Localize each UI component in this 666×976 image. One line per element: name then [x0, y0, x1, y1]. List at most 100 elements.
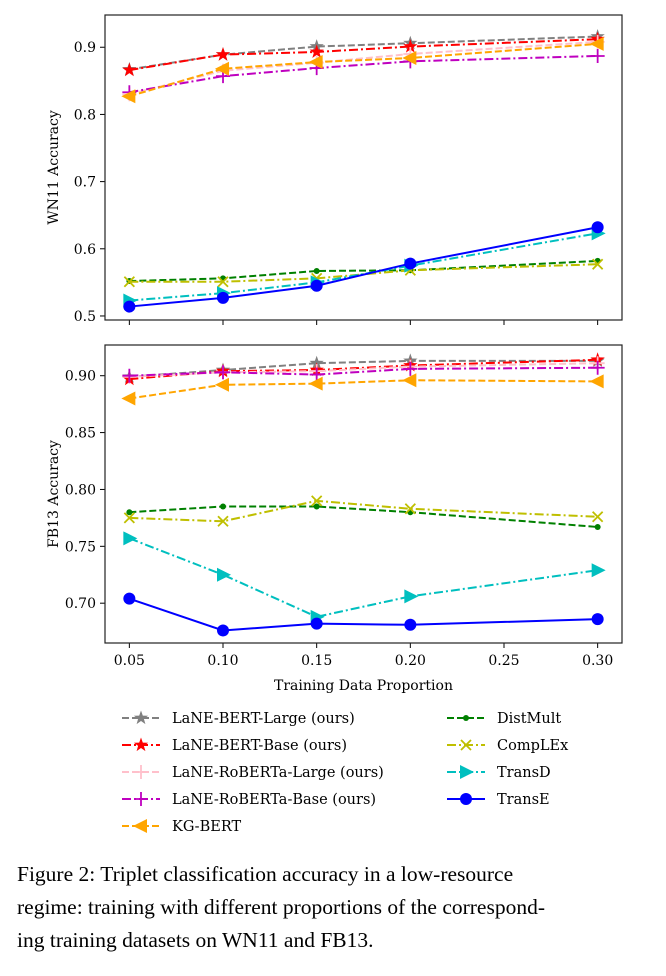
- data-point: [310, 617, 323, 630]
- data-point: [310, 279, 323, 292]
- caption-line: regime: training with different proporti…: [17, 895, 545, 919]
- data-point: [592, 258, 604, 270]
- data-point: [308, 55, 323, 70]
- data-point: [123, 592, 136, 605]
- data-point: [594, 523, 601, 530]
- x-tick-label: 0.05: [114, 653, 145, 669]
- data-point: [123, 276, 135, 288]
- series-line: [129, 359, 598, 378]
- data-point: [220, 503, 227, 510]
- legend-entry: TransD: [447, 765, 551, 781]
- series-line: [129, 499, 598, 523]
- data-point: [215, 47, 231, 61]
- data-point: [215, 61, 230, 76]
- plot-frame: [104, 344, 623, 644]
- data-point: [216, 365, 231, 380]
- series-lane-roberta-base-ours-: [122, 48, 605, 100]
- x-axis-label: Training Data Proportion: [274, 678, 453, 694]
- y-tick-label: 0.90: [65, 369, 96, 385]
- caption-line: ing training datasets on WN11 and FB13.: [17, 928, 374, 952]
- legend: LaNE-BERT-Large (ours) LaNE-BERT-Base (ou…: [122, 710, 568, 835]
- legend-marker-icon: [133, 819, 147, 833]
- data-point: [403, 39, 418, 53]
- series-line: [129, 597, 598, 632]
- data-point: [308, 376, 323, 391]
- y-tick-label: 0.85: [65, 426, 96, 442]
- legend-marker-icon: [460, 793, 472, 805]
- legend-label: DistMult: [497, 711, 561, 727]
- y-tick-label: 0.70: [65, 596, 96, 612]
- data-point: [215, 377, 230, 392]
- legend-label: LaNE-RoBERTa-Base (ours): [172, 792, 376, 808]
- data-point: [404, 589, 419, 604]
- data-point: [592, 511, 604, 523]
- series-line: [129, 42, 598, 98]
- data-point: [122, 62, 137, 77]
- legend-entry: LaNE-BERT-Base (ours): [122, 737, 347, 754]
- data-point: [591, 563, 606, 578]
- data-point: [123, 531, 138, 546]
- legend-label: KG-BERT: [172, 819, 241, 835]
- figure-caption: Figure 2: Triplet classification accurac…: [17, 858, 657, 957]
- series-lane-bert-large-ours-: [122, 29, 605, 76]
- plot-frame: [104, 14, 623, 321]
- y-axis-label: FB13 Accuracy: [46, 440, 62, 548]
- legend-marker-icon: [463, 715, 469, 721]
- data-point: [121, 391, 136, 406]
- subplot-wn11: 0.5 0.6 0.7 0.8 0.9 WN11 Accuracy: [46, 14, 623, 325]
- series-kg-bert: [121, 36, 604, 104]
- y-tick-label: 0.80: [65, 482, 96, 498]
- legend-marker-icon: [133, 710, 149, 725]
- legend-entry: LaNE-RoBERTa-Large (ours): [122, 765, 384, 781]
- series-line: [129, 362, 598, 378]
- data-point: [217, 276, 229, 288]
- data-point: [217, 624, 230, 637]
- x-tick-label: 0.15: [301, 653, 332, 669]
- data-point: [122, 368, 137, 383]
- data-point: [589, 374, 604, 389]
- series-distmult: [126, 257, 601, 285]
- series-line: [129, 54, 598, 94]
- legend-entry: CompLEx: [447, 738, 568, 754]
- y-tick-label: 0.5: [74, 309, 96, 325]
- data-point: [311, 495, 323, 507]
- legend-marker-icon: [460, 739, 472, 751]
- caption-line: Figure 2: Triplet classification accurac…: [17, 862, 514, 886]
- series-line: [129, 38, 598, 72]
- legend-marker-icon: [134, 792, 148, 806]
- y-tick-label: 0.6: [74, 242, 96, 258]
- series-line: [129, 379, 598, 400]
- series-complex: [123, 495, 604, 527]
- data-point: [123, 300, 136, 313]
- series-distmult: [126, 503, 601, 530]
- data-point: [404, 618, 417, 631]
- figure-chart: 0.5 0.6 0.7 0.8 0.9 WN11 Accuracy 0.70 0.75 0.80…: [46, 14, 623, 835]
- series-transd: [123, 531, 606, 624]
- legend-label: LaNE-RoBERTa-Large (ours): [172, 765, 384, 781]
- data-point: [217, 515, 229, 527]
- x-tick-label: 0.25: [488, 653, 519, 669]
- data-point: [402, 373, 417, 388]
- series-transe: [123, 221, 604, 313]
- series-transe: [123, 592, 604, 637]
- data-point: [123, 512, 135, 524]
- y-tick-label: 0.7: [74, 175, 96, 191]
- legend-entry: DistMult: [447, 711, 561, 727]
- y-tick-label: 0.8: [74, 107, 96, 123]
- data-point: [313, 503, 320, 510]
- legend-entry: LaNE-RoBERTa-Base (ours): [122, 792, 376, 808]
- data-point: [309, 355, 324, 370]
- data-point: [591, 221, 604, 234]
- y-tick-label: 0.9: [74, 40, 96, 56]
- data-point: [402, 50, 417, 65]
- data-point: [121, 89, 136, 104]
- legend-marker-icon: [460, 765, 474, 779]
- data-point: [309, 44, 324, 58]
- y-tick-label: 0.75: [65, 539, 96, 555]
- legend-label: CompLEx: [497, 738, 568, 754]
- data-point: [313, 267, 320, 274]
- legend-marker-icon: [134, 765, 148, 779]
- legend-entry: TransE: [447, 792, 550, 808]
- data-point: [126, 509, 133, 516]
- y-axis-label: WN11 Accuracy: [46, 110, 62, 225]
